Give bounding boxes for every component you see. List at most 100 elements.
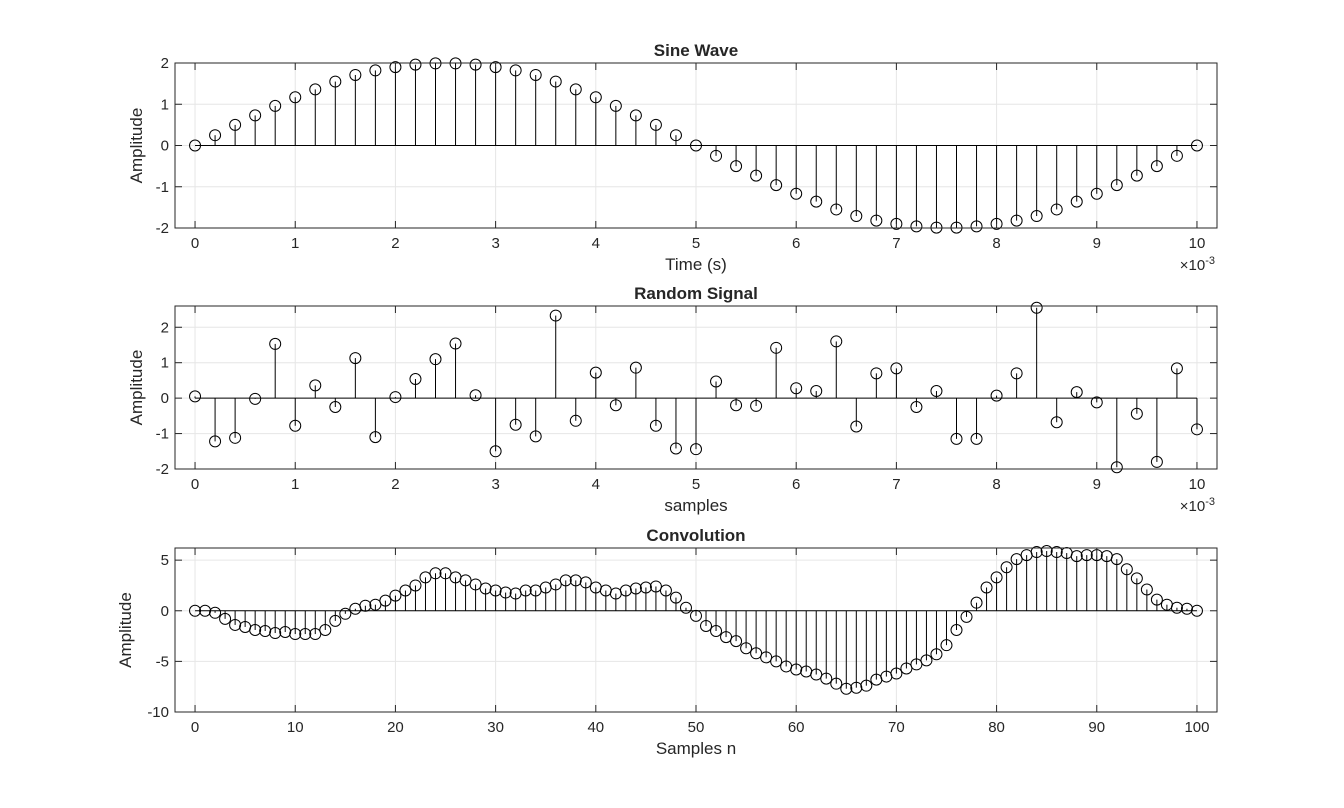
stem-marker	[1120, 563, 1133, 576]
stem-marker	[309, 379, 322, 392]
stem-marker	[619, 584, 632, 597]
stem-marker	[649, 580, 662, 593]
stem-marker	[820, 672, 833, 685]
x-tick-label: 5	[692, 235, 700, 252]
stem-marker	[930, 385, 943, 398]
stem-marker	[269, 99, 282, 112]
stem-marker	[1030, 210, 1043, 223]
stem-marker	[760, 651, 773, 664]
stem-marker	[589, 91, 602, 104]
stem-marker	[379, 594, 392, 607]
stem-marker	[229, 431, 242, 444]
stem-marker	[1190, 139, 1203, 152]
stem-marker	[890, 667, 903, 680]
stem-marker	[569, 414, 582, 427]
stem-marker	[1010, 214, 1023, 227]
x-exponent-label: ×10-3	[1180, 496, 1215, 515]
stem-marker	[1050, 203, 1063, 216]
stem-marker	[469, 389, 482, 402]
stem-marker	[1090, 396, 1103, 409]
stem-marker	[1170, 601, 1183, 614]
stem-marker	[409, 372, 422, 385]
stem-marker	[1050, 416, 1063, 429]
y-tick-label: -10	[147, 704, 169, 721]
stem-marker	[579, 576, 592, 589]
stem-marker	[810, 385, 823, 398]
stem-marker	[329, 614, 342, 627]
stem-marker	[1080, 549, 1093, 562]
stem-marker	[639, 581, 652, 594]
x-tick-label: 0	[191, 235, 199, 252]
x-exponent-label: ×10-3	[1180, 255, 1215, 274]
stem-marker	[329, 75, 342, 88]
stem-marker	[549, 75, 562, 88]
stem-marker	[629, 361, 642, 374]
x-tick-label: 50	[688, 719, 705, 736]
stem-marker	[990, 389, 1003, 402]
x-tick-label: 1	[291, 476, 299, 493]
stem-marker	[339, 607, 352, 620]
stem-marker	[449, 337, 462, 350]
x-tick-label: 0	[191, 719, 199, 736]
x-tick-label: 9	[1093, 235, 1101, 252]
stem-marker	[289, 91, 302, 104]
stem-marker	[990, 217, 1003, 230]
stem-marker	[209, 129, 222, 142]
stem-marker	[629, 109, 642, 122]
stem-marker	[950, 432, 963, 445]
stem-marker	[369, 64, 382, 77]
stem-marker	[770, 179, 783, 192]
stem-marker	[1030, 301, 1043, 314]
stem-marker	[499, 586, 512, 599]
x-tick-label: 90	[1088, 719, 1105, 736]
stem-marker	[850, 681, 863, 694]
stem-marker	[1140, 583, 1153, 596]
stem-marker	[489, 584, 502, 597]
stem-marker	[690, 609, 702, 622]
stem-marker	[900, 662, 913, 675]
stem-marker	[700, 619, 713, 632]
stem-marker	[269, 337, 282, 350]
stem-marker	[810, 195, 823, 208]
stem-marker	[970, 596, 983, 609]
x-tick-label: 1	[291, 235, 299, 252]
stem-marker	[1040, 545, 1053, 558]
stem-marker	[930, 648, 943, 661]
stem-marker	[870, 214, 883, 227]
stem-marker	[1170, 149, 1183, 162]
x-tick-label: 70	[888, 719, 905, 736]
x-tick-label: 3	[491, 235, 499, 252]
stem-marker	[329, 400, 342, 413]
stem-marker	[850, 210, 863, 223]
stem-marker	[419, 571, 432, 584]
x-axis-label: Time (s)	[665, 255, 727, 274]
stem-marker	[189, 139, 202, 152]
stem-marker	[910, 400, 923, 413]
y-tick-label: 2	[161, 319, 169, 336]
y-axis-label: Amplitude	[127, 350, 146, 426]
x-tick-label: 30	[487, 719, 504, 736]
stem-marker	[609, 99, 622, 112]
stem-marker	[399, 584, 412, 597]
stem-marker	[710, 375, 723, 388]
stem-marker	[199, 604, 212, 617]
stem-marker	[359, 599, 372, 612]
stem-marker	[1010, 553, 1023, 566]
stem-marker	[649, 118, 662, 131]
stem-marker	[569, 574, 582, 587]
stem-marker	[229, 118, 242, 131]
y-tick-label: 1	[161, 96, 169, 113]
x-tick-label: 4	[592, 235, 600, 252]
stem-marker	[950, 624, 963, 636]
x-axis-label: Samples n	[656, 739, 736, 758]
stem-marker	[890, 362, 903, 375]
stem-marker	[1010, 367, 1023, 380]
subplot-random-signal: 0 1 2 3 4 5 6 7 8 9 10 -2 -1 0 1 2 Random Signal sampl…	[127, 284, 1218, 515]
stem-marker	[489, 445, 502, 458]
stem-marker	[770, 655, 783, 668]
stem-marker	[960, 610, 973, 623]
y-tick-label: -2	[156, 220, 169, 237]
stem-marker	[1150, 455, 1163, 468]
stem-marker	[840, 682, 853, 695]
